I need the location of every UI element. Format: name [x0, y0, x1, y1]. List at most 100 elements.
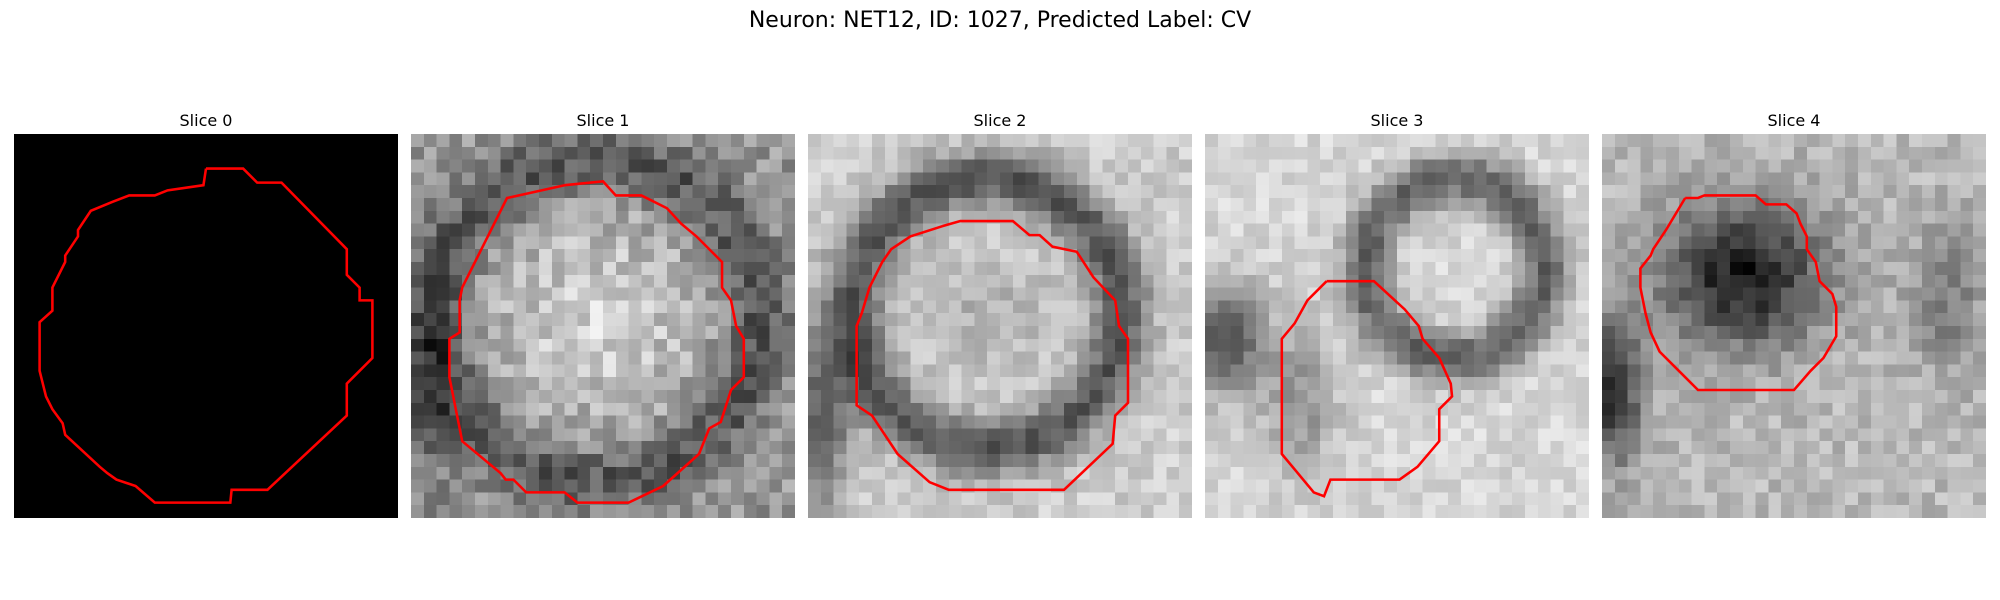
image-pixel [1474, 198, 1487, 211]
image-pixel [1692, 211, 1705, 224]
image-pixel [910, 492, 923, 505]
image-pixel [859, 416, 872, 429]
image-pixel [65, 172, 78, 185]
figure-title: Neuron: NET12, ID: 1027, Predicted Label… [0, 8, 2000, 33]
image-pixel [1615, 326, 1628, 339]
image-pixel [1333, 505, 1346, 518]
image-pixel [129, 288, 142, 301]
image-pixel [680, 275, 693, 288]
image-pixel [1896, 505, 1909, 518]
image-pixel [257, 262, 270, 275]
image-pixel [1628, 147, 1641, 160]
image-pixel [347, 313, 360, 326]
image-pixel [1576, 262, 1589, 275]
image-pixel [1038, 505, 1051, 518]
image-pixel [1525, 313, 1538, 326]
image-pixel [1090, 492, 1103, 505]
image-pixel [155, 211, 168, 224]
image-pixel [372, 275, 385, 288]
image-pixel [1922, 390, 1935, 403]
image-pixel [705, 185, 718, 198]
image-pixel [1435, 262, 1448, 275]
image-pixel [308, 224, 321, 237]
image-pixel [1512, 185, 1525, 198]
image-pixel [923, 326, 936, 339]
image-pixel [1948, 339, 1961, 352]
image-pixel [1128, 134, 1141, 147]
image-pixel [1128, 480, 1141, 493]
image-pixel [1487, 403, 1500, 416]
image-pixel [1563, 454, 1576, 467]
image-pixel [308, 172, 321, 185]
image-pixel [1218, 275, 1231, 288]
image-pixel [488, 377, 501, 390]
image-pixel [1243, 403, 1256, 416]
image-pixel [129, 300, 142, 313]
image-pixel [1781, 467, 1794, 480]
image-pixel [385, 185, 398, 198]
image-pixel [1807, 160, 1820, 173]
image-pixel [1820, 185, 1833, 198]
image-pixel [1820, 467, 1833, 480]
image-pixel [321, 147, 334, 160]
image-pixel [193, 236, 206, 249]
image-pixel [385, 326, 398, 339]
image-pixel [283, 300, 296, 313]
image-pixel [65, 352, 78, 365]
image-pixel [1948, 300, 1961, 313]
image-pixel [590, 467, 603, 480]
image-pixel [360, 249, 373, 262]
image-pixel [949, 364, 962, 377]
image-pixel [1077, 147, 1090, 160]
image-pixel [1794, 326, 1807, 339]
image-pixel [104, 505, 117, 518]
image-pixel [321, 300, 334, 313]
image-pixel [1218, 352, 1231, 365]
image-pixel [1435, 134, 1448, 147]
image-pixel [296, 505, 309, 518]
image-pixel [52, 441, 65, 454]
image-pixel [526, 326, 539, 339]
image-pixel [1858, 505, 1871, 518]
image-pixel [155, 147, 168, 160]
image-pixel [1563, 275, 1576, 288]
image-pixel [270, 352, 283, 365]
image-pixel [910, 454, 923, 467]
image-pixel [1013, 288, 1026, 301]
image-pixel [1013, 492, 1026, 505]
image-pixel [219, 198, 232, 211]
image-pixel [1077, 326, 1090, 339]
image-pixel [987, 185, 1000, 198]
image-pixel [744, 505, 757, 518]
image-pixel [193, 313, 206, 326]
image-pixel [219, 364, 232, 377]
image-pixel [1243, 172, 1256, 185]
image-pixel [603, 236, 616, 249]
image-pixel [1346, 288, 1359, 301]
image-pixel [1026, 211, 1039, 224]
image-pixel [936, 505, 949, 518]
image-pixel [437, 134, 450, 147]
image-pixel [782, 492, 795, 505]
image-pixel [603, 262, 616, 275]
image-pixel [360, 134, 373, 147]
image-pixel [1640, 236, 1653, 249]
image-pixel [872, 480, 885, 493]
image-pixel [257, 326, 270, 339]
image-pixel [1884, 377, 1897, 390]
image-pixel [1615, 249, 1628, 262]
image-pixel [1884, 275, 1897, 288]
image-pixel [1371, 236, 1384, 249]
image-pixel [1563, 147, 1576, 160]
image-pixel [501, 454, 514, 467]
image-pixel [1000, 198, 1013, 211]
image-pixel [411, 198, 424, 211]
image-pixel [1064, 300, 1077, 313]
image-pixel [1576, 428, 1589, 441]
image-pixel [513, 147, 526, 160]
image-pixel [1538, 492, 1551, 505]
image-pixel [1038, 352, 1051, 365]
image-pixel [116, 428, 129, 441]
image-pixel [1832, 377, 1845, 390]
image-pixel [577, 403, 590, 416]
